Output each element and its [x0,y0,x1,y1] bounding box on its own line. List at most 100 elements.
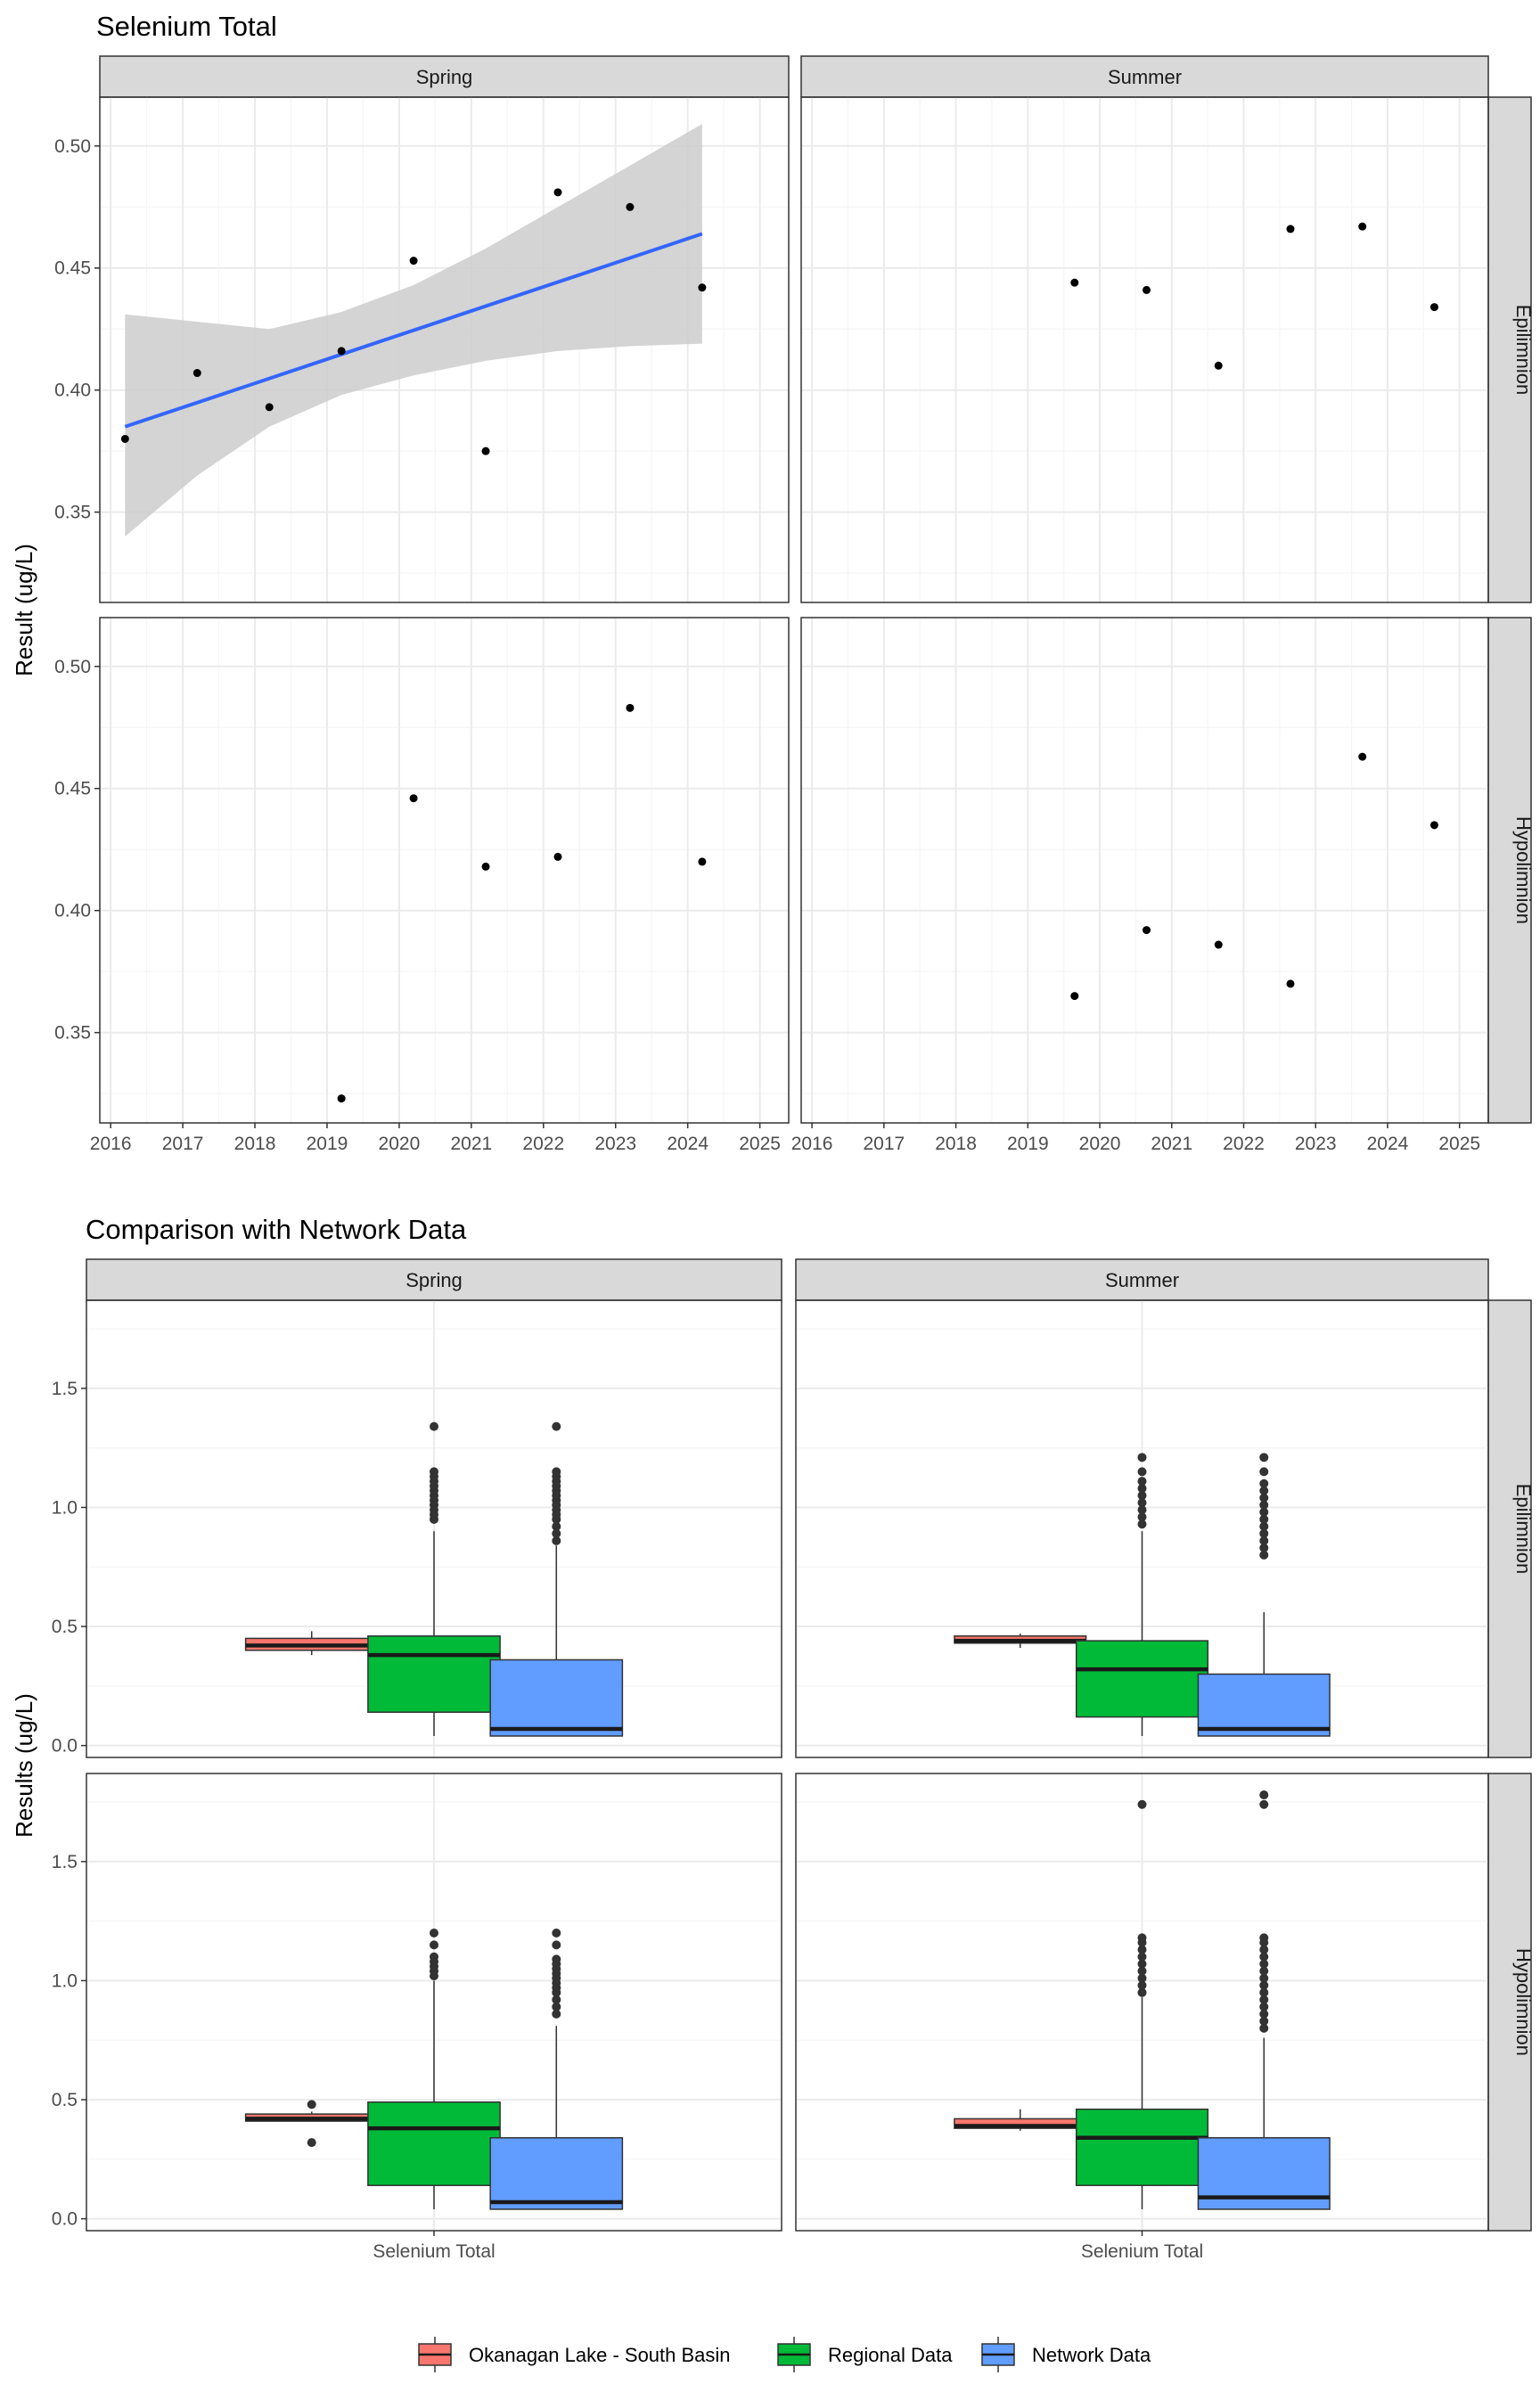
outlier-point [1137,1966,1147,1976]
outlier-point [552,2002,561,2011]
outlier-point [1259,1973,1269,1983]
outlier-point [1259,2016,1269,2026]
box-network-data [489,1929,624,2210]
panel-summer-epilimnion [795,1299,1489,1758]
outlier-point [552,1954,561,1964]
legend: Okanagan Lake - South Basin Regional Data… [418,2337,1151,2372]
panel-summer-hypolimnion: Selenium Total [795,1773,1489,2262]
x-tick-label: 2022 [1223,1134,1265,1154]
box-body [367,2101,501,2186]
data-point [481,862,490,871]
x-tick-label: 2024 [1367,1134,1409,1154]
data-point [1070,278,1079,287]
outlier-point [1259,2009,1269,2019]
outlier-point [1259,2002,1269,2011]
outlier-point [1137,1973,1147,1983]
outlier-point [1259,1995,1269,2004]
panel-spring-epilimnion: 0.35 0.40 0.45 0.50 [54,96,790,603]
panel-spring-epilimnion: 0.0 0.5 1.0 1.5 [52,1299,782,1758]
data-point [1070,992,1079,1001]
data-point [265,403,274,412]
y-tick-label: 0.45 [54,258,91,279]
y-tick-label: 1.0 [52,1970,78,1991]
data-point [409,794,418,803]
x-tick-label: 2016 [791,1134,833,1154]
x-tick-label: Selenium Total [373,2241,495,2262]
outlier-point [1259,1514,1269,1524]
facet-strip-label: Spring [405,1269,463,1291]
box-okanagan-lake-south-basin [244,1631,379,1656]
x-tick-label: Selenium Total [1081,2241,1203,2262]
facet-strip-epilimnion [1487,1299,1532,1758]
data-point [698,857,707,866]
legend-item: Regional Data [777,2337,953,2372]
legend-label: Network Data [1032,2344,1151,2366]
panel-summer-epilimnion [800,96,1489,603]
outlier-point [1259,1500,1269,1510]
data-point [1429,303,1438,312]
data-point [1358,752,1367,761]
outlier-point [1137,1959,1147,1969]
outlier-point [1259,1543,1269,1552]
outlier-point [430,1940,438,1950]
outlier-point [1137,1467,1147,1477]
data-point [192,369,201,378]
panel-border [800,617,1489,1124]
outlier-point [1259,1952,1269,1962]
box-body [1075,1640,1209,1718]
x-tick-label: 2023 [1295,1134,1337,1154]
facet-strip-label: Summer [1108,66,1182,88]
chart-title: Selenium Total [96,11,277,42]
outlier-point [1259,1521,1269,1531]
data-point [626,703,635,712]
outlier-point [552,2009,561,2019]
outlier-point [1259,1550,1269,1560]
outlier-point [1259,1799,1269,1809]
panel-spring-hypolimnion: 0.0 0.5 1.0 1.5 Selenium Total [52,1773,782,2262]
chart-title: Comparison with Network Data [86,1214,467,1245]
data-point [1286,979,1295,988]
outlier-point [1259,1980,1269,1990]
outlier-point [1259,1959,1269,1969]
data-point [698,283,707,292]
outlier-point [1137,1512,1147,1522]
outlier-point [307,2138,316,2148]
data-point [337,1094,346,1103]
y-tick-label: 1.5 [52,1852,78,1872]
outlier-point [552,1929,561,1938]
outlier-point [1137,1505,1147,1515]
trend-line [124,232,703,429]
facet-strip-label: Summer [1105,1269,1179,1291]
outlier-point [1137,1453,1147,1462]
data-point [1429,821,1438,830]
panel-spring-hypolimnion: 0.35 0.40 0.45 0.50 2016 2017 2018 2019 2020 2021… [54,617,790,1154]
data-point [481,446,490,455]
box-body [367,1634,501,1713]
box-okanagan-lake-south-basin [244,2100,379,2148]
outlier-point [552,1467,561,1477]
outlier-point [1137,1933,1147,1943]
facet-strip-summer [795,1258,1489,1301]
outlier-point [1259,1493,1269,1503]
outlier-point [1259,1486,1269,1495]
legend-item: Network Data [981,2337,1151,2372]
facet-strip-label: Hypolimnion [1512,1948,1535,2056]
outlier-point [1259,1453,1269,1462]
box-network-data [489,1421,624,1737]
outlier-point [1259,1467,1269,1477]
panel-border [99,617,790,1124]
outlier-point [1259,1790,1269,1800]
facet-strip-label: Epilimnion [1512,305,1535,396]
outlier-point [1137,1945,1147,1954]
y-tick-label: 0.0 [52,1736,78,1757]
facet-strip-hypolimnion [1487,617,1532,1124]
outlier-point [1137,1484,1147,1494]
box-network-data [1197,1453,1331,1737]
outlier-point [307,2100,316,2109]
outlier-point [1259,1987,1269,1997]
y-tick-label: 0.35 [54,503,91,523]
facet-strip-label: Epilimnion [1512,1484,1535,1575]
y-tick-label: 0.50 [54,136,91,157]
